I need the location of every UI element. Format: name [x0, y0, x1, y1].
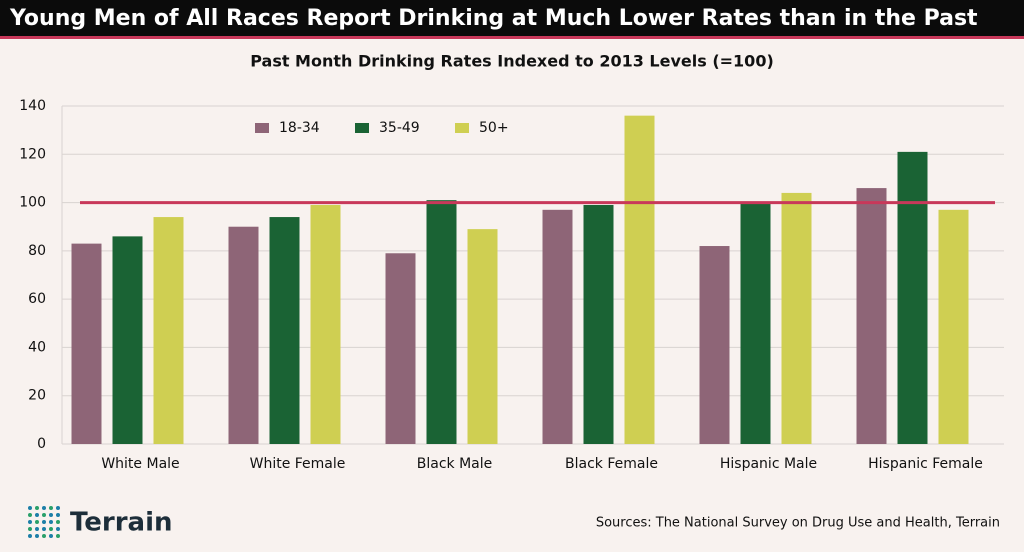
- logo-dot: [28, 520, 32, 524]
- logo-dot: [35, 527, 39, 531]
- source: Sources: The National Survey on Drug Use…: [596, 516, 1000, 531]
- bar: [467, 229, 498, 444]
- logo-dot: [42, 527, 46, 531]
- logo: [28, 506, 60, 538]
- bar: [740, 202, 771, 444]
- y-tick-label: 20: [28, 388, 46, 404]
- logo-dot: [49, 527, 53, 531]
- x-tick-label: Black Female: [565, 456, 658, 472]
- logo-dot: [28, 513, 32, 517]
- logo-dot: [56, 513, 60, 517]
- logo-dot: [28, 506, 32, 510]
- legend-label: 18-34: [279, 120, 320, 136]
- legend-swatch: [255, 123, 269, 133]
- bar: [699, 246, 730, 444]
- logo-dot: [35, 520, 39, 524]
- title-bar: [0, 0, 1024, 36]
- x-tick-label: White Male: [101, 456, 179, 472]
- legend-swatch: [355, 123, 369, 133]
- logo-dot: [42, 506, 46, 510]
- bar: [781, 192, 812, 444]
- bar: [71, 243, 102, 444]
- logo-dot: [49, 506, 53, 510]
- logo-dot: [35, 513, 39, 517]
- chart-subtitle: Past Month Drinking Rates Indexed to 201…: [250, 52, 774, 71]
- logo-dot: [35, 534, 39, 538]
- bar: [938, 209, 969, 444]
- x-tick-label: Hispanic Female: [868, 456, 983, 472]
- logo-text: Terrain: [70, 508, 173, 538]
- logo-dot: [49, 534, 53, 538]
- legend-swatch: [455, 123, 469, 133]
- legend-label: 50+: [479, 120, 509, 136]
- bar: [310, 204, 341, 444]
- bar: [897, 151, 928, 444]
- bar: [542, 209, 573, 444]
- bar: [624, 115, 655, 445]
- logo-dot: [49, 513, 53, 517]
- bar: [856, 188, 887, 444]
- bar: [269, 217, 300, 444]
- logo-dot: [28, 527, 32, 531]
- y-tick-label: 80: [28, 243, 46, 259]
- bar: [228, 226, 259, 444]
- y-tick-label: 0: [37, 436, 46, 452]
- logo-dot: [56, 527, 60, 531]
- bar: [112, 236, 143, 444]
- x-tick-label: Hispanic Male: [720, 456, 817, 472]
- chart-title: Young Men of All Races Report Drinking a…: [9, 6, 978, 31]
- bar: [426, 200, 457, 444]
- logo-dot: [42, 534, 46, 538]
- y-tick-label: 40: [28, 339, 46, 355]
- logo-dot: [56, 520, 60, 524]
- x-tick-label: Black Male: [417, 456, 493, 472]
- y-tick-label: 120: [19, 146, 46, 162]
- logo-dot: [35, 506, 39, 510]
- bar: [583, 204, 614, 444]
- bar: [153, 217, 184, 444]
- logo-dot: [28, 534, 32, 538]
- logo-dot: [56, 534, 60, 538]
- logo-dot: [49, 520, 53, 524]
- legend-label: 35-49: [379, 120, 420, 136]
- bar: [385, 253, 416, 444]
- y-tick-label: 140: [19, 98, 46, 114]
- logo-dot: [42, 513, 46, 517]
- logo-dot: [42, 520, 46, 524]
- y-tick-label: 100: [19, 195, 46, 211]
- x-tick-label: White Female: [250, 456, 346, 472]
- y-tick-label: 60: [28, 291, 46, 307]
- logo-dot: [56, 506, 60, 510]
- title-rule: [0, 36, 1024, 39]
